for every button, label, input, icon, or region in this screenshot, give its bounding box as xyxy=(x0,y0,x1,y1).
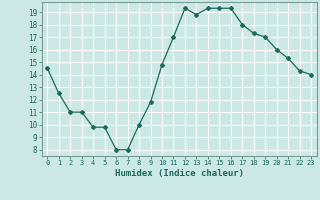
X-axis label: Humidex (Indice chaleur): Humidex (Indice chaleur) xyxy=(115,169,244,178)
